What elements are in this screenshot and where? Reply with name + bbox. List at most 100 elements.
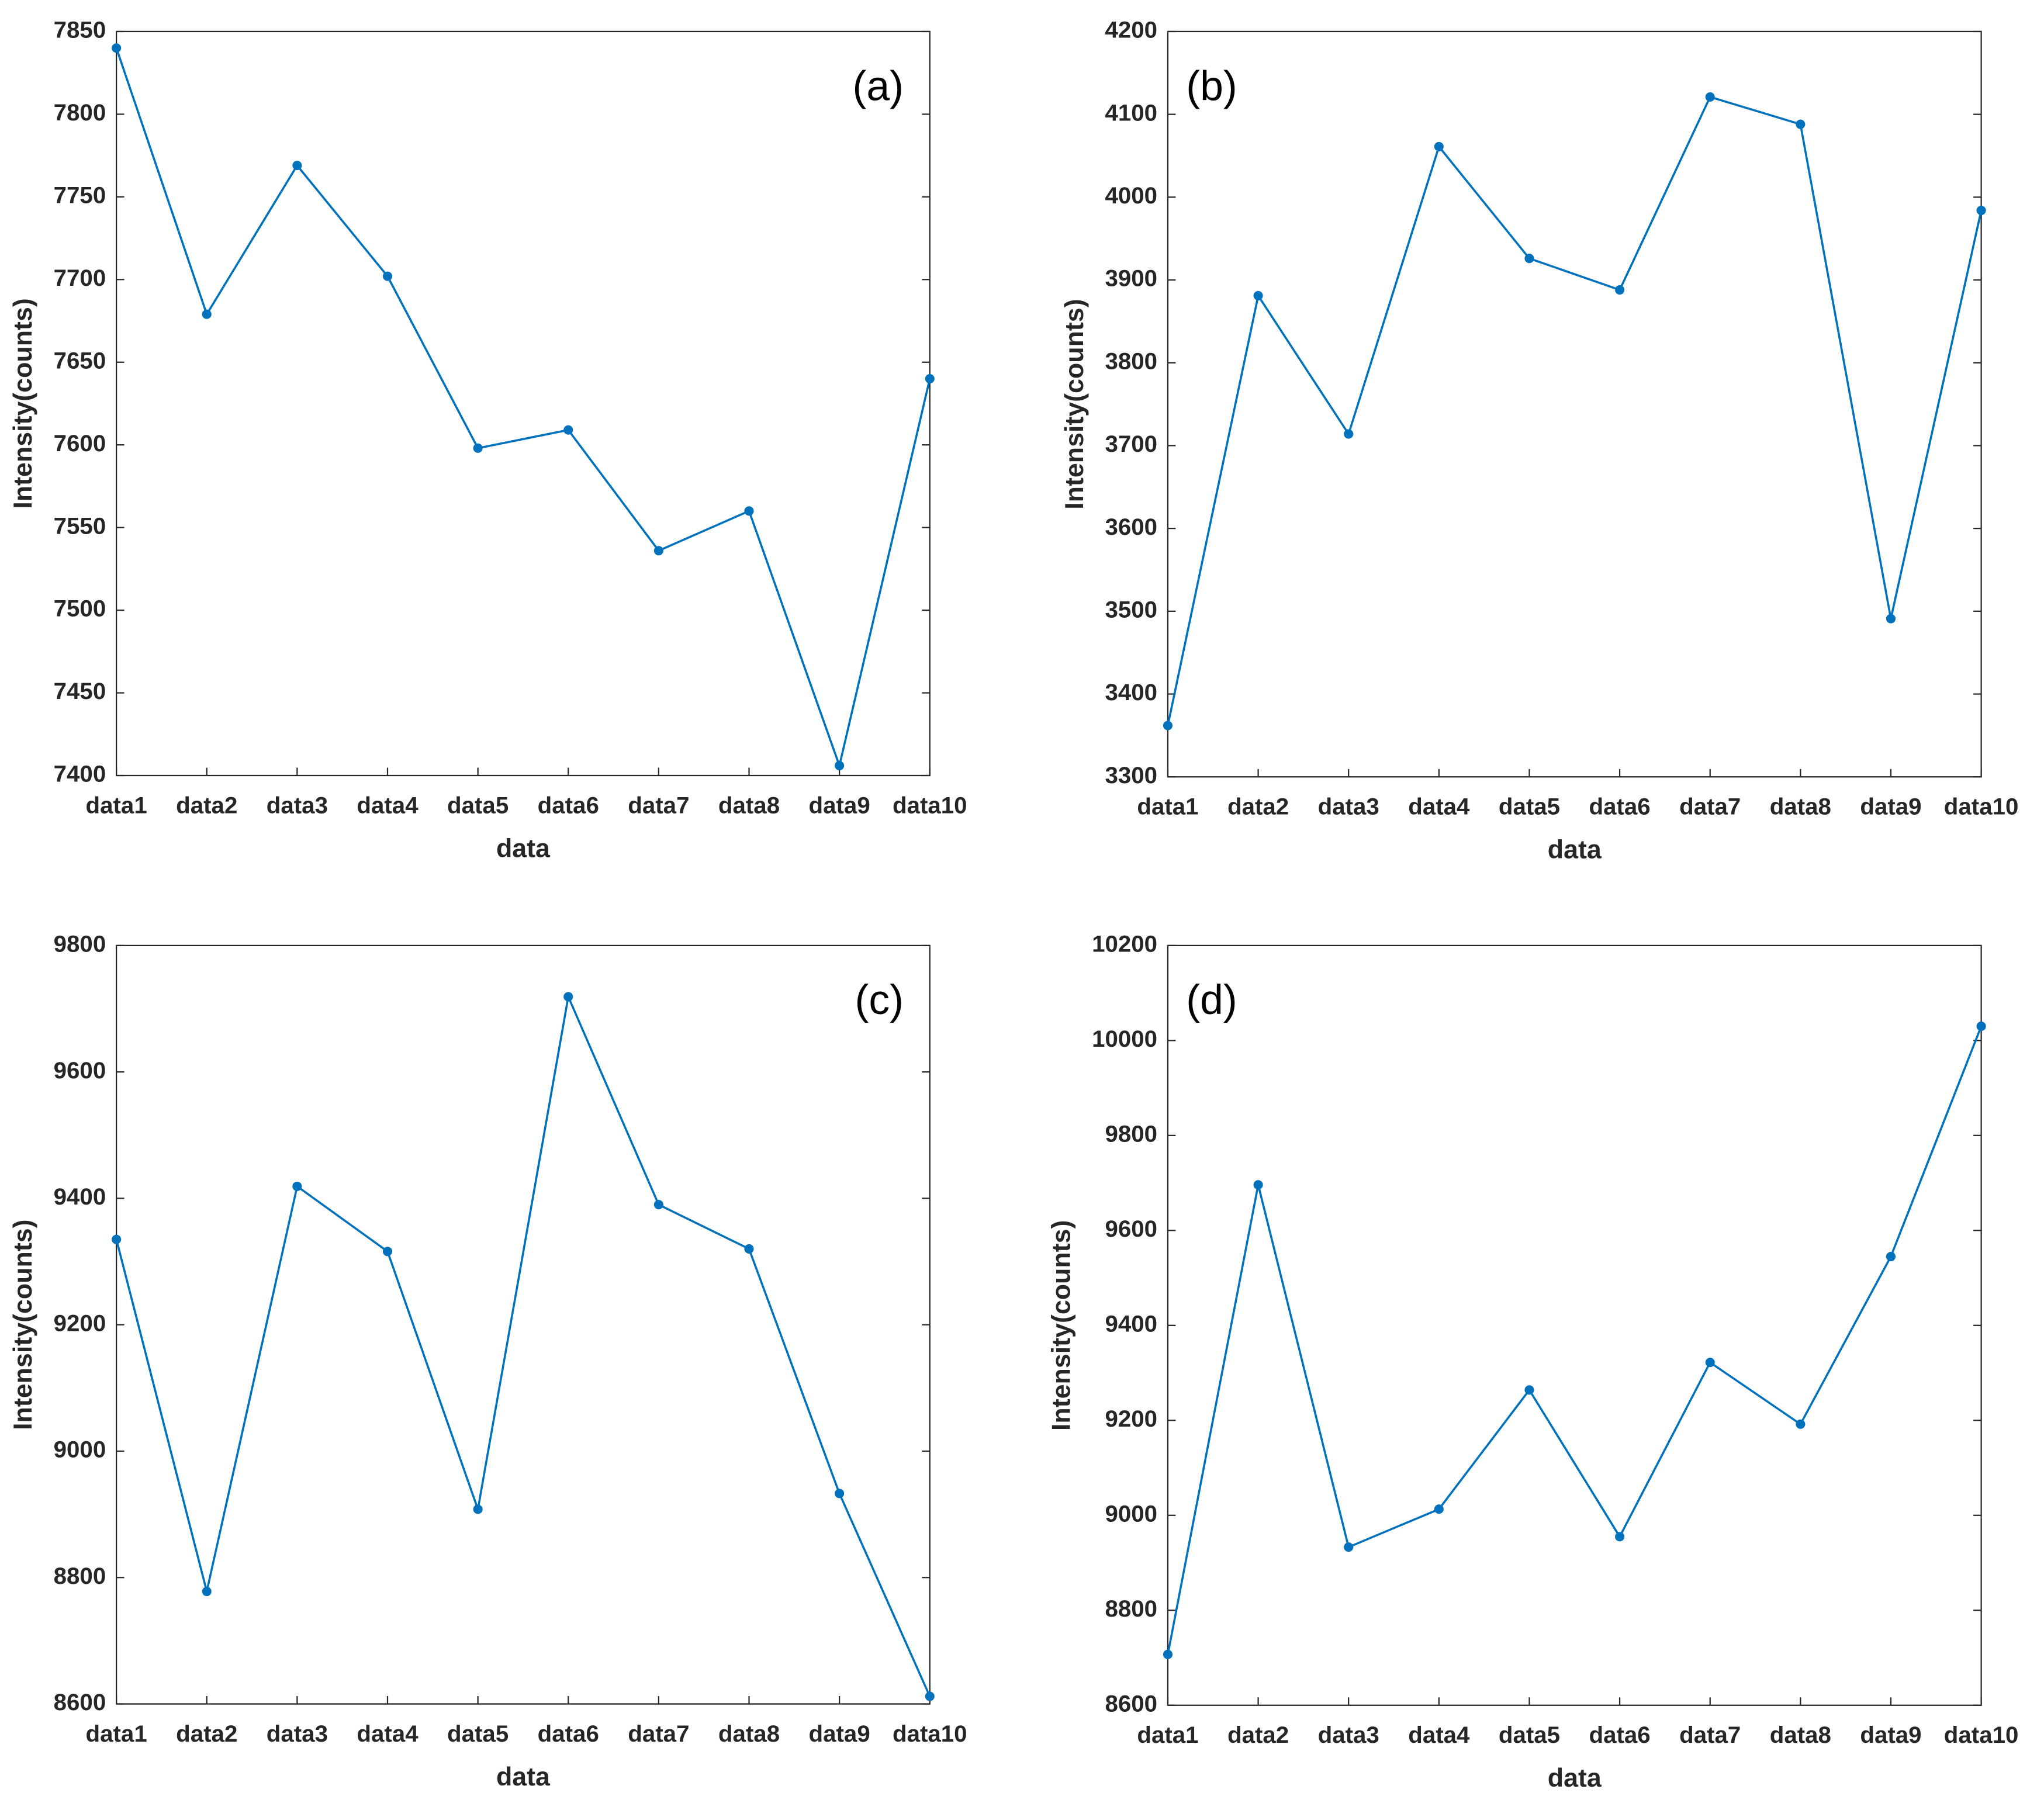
data-point — [925, 1691, 935, 1701]
y-tick-label: 9000 — [54, 1437, 106, 1463]
y-tick-label: 7500 — [54, 596, 106, 622]
y-tick-label: 7600 — [54, 430, 106, 456]
panel: 8600 8800 9000 9200 9400 9600 9800 data1 data2 da… — [8, 930, 967, 1791]
x-axis-label: data — [1548, 1763, 1602, 1792]
data-point — [112, 43, 122, 53]
plot-area — [1167, 30, 1982, 778]
x-tick-label: data10 — [1944, 1722, 2019, 1748]
y-axis-label: Intensity(counts) — [8, 1220, 37, 1430]
x-tick-label: data9 — [809, 1721, 870, 1747]
data-point — [744, 506, 754, 516]
data-point — [473, 1504, 483, 1514]
y-tick-label: 9400 — [1105, 1310, 1157, 1337]
data-point — [1524, 1385, 1534, 1395]
data-point — [1615, 285, 1625, 295]
data-point — [563, 425, 573, 435]
x-tick-label: data9 — [809, 792, 870, 818]
data-point — [1344, 429, 1354, 439]
panel-annotation: (c) — [855, 977, 904, 1023]
data-point — [1163, 1649, 1173, 1659]
y-tick-label: 3300 — [1105, 762, 1157, 788]
plot-area — [116, 944, 931, 1705]
x-tick-label: data3 — [267, 792, 328, 818]
y-tick-label: 3400 — [1105, 679, 1157, 705]
x-tick-label: data4 — [1408, 794, 1470, 820]
data-point — [1976, 205, 1986, 216]
data-point — [202, 1586, 212, 1597]
x-tick-label: data2 — [1227, 1722, 1289, 1748]
y-tick-label: 7750 — [54, 182, 106, 208]
data-point — [925, 373, 935, 384]
y-tick-label: 3900 — [1105, 265, 1157, 292]
data-point — [653, 1200, 663, 1210]
y-tick-label: 7550 — [54, 513, 106, 539]
x-tick-label: data4 — [357, 1721, 419, 1747]
data-point — [382, 271, 393, 281]
x-tick-label: data5 — [447, 792, 509, 818]
data-line — [1167, 1026, 1983, 1655]
y-tick-label: 8600 — [1105, 1690, 1157, 1716]
data-point — [292, 161, 302, 171]
x-tick-label: data8 — [718, 1721, 780, 1747]
y-tick-label: 7850 — [54, 17, 106, 43]
y-tick-label: 9200 — [1105, 1406, 1157, 1432]
y-tick-label: 8800 — [1105, 1596, 1157, 1622]
plot-area — [116, 30, 931, 777]
data-point — [1524, 254, 1534, 264]
y-axis-label: Intensity(counts) — [8, 298, 37, 508]
y-tick-label: 7700 — [54, 265, 106, 291]
data-point — [1705, 92, 1715, 102]
data-point — [835, 760, 845, 771]
y-tick-label: 8600 — [54, 1689, 106, 1715]
y-tick-label: 4000 — [1105, 182, 1157, 209]
x-tick-label: data1 — [1137, 1722, 1198, 1748]
y-tick-label: 9200 — [54, 1310, 106, 1336]
y-tick-label: 3700 — [1105, 431, 1157, 457]
x-tick-label: data3 — [267, 1721, 328, 1747]
y-tick-label: 4200 — [1105, 17, 1157, 43]
data-point — [1886, 614, 1896, 624]
data-point — [202, 309, 212, 319]
x-tick-label: data9 — [1860, 794, 1921, 820]
x-tick-label: data6 — [1589, 1722, 1651, 1748]
x-tick-label: data8 — [1770, 794, 1831, 820]
y-tick-label: 7400 — [54, 761, 106, 787]
x-tick-label: data6 — [538, 792, 599, 818]
y-axis-label: Intensity(counts) — [1060, 299, 1089, 509]
x-tick-label: data5 — [447, 1721, 509, 1747]
data-point — [1434, 1504, 1444, 1514]
data-point — [112, 1234, 122, 1244]
panel-annotation: (b) — [1186, 63, 1237, 109]
y-tick-label: 3600 — [1105, 514, 1157, 540]
data-point — [1163, 721, 1173, 731]
data-point — [1796, 119, 1806, 129]
data-point — [292, 1181, 302, 1191]
data-point — [563, 992, 573, 1002]
x-tick-label: data6 — [1589, 794, 1651, 820]
x-tick-label: data8 — [1770, 1722, 1831, 1748]
x-tick-label: data6 — [538, 1721, 599, 1747]
y-axis-label: Intensity(counts) — [1047, 1220, 1076, 1431]
y-tick-label: 9600 — [54, 1057, 106, 1084]
data-line — [115, 47, 931, 770]
x-tick-label: data10 — [893, 792, 967, 818]
x-tick-label: data3 — [1318, 794, 1379, 820]
data-point — [1705, 1358, 1715, 1368]
panel: 7400 7450 7500 7550 7600 7650 7700 7750 7800 7850… — [8, 17, 967, 863]
data-point — [1796, 1419, 1806, 1429]
data-point — [1976, 1021, 1986, 1032]
x-tick-label: data4 — [357, 792, 419, 818]
x-axis-label: data — [496, 833, 551, 863]
y-tick-label: 3500 — [1105, 596, 1157, 622]
data-line — [115, 993, 931, 1697]
x-tick-label: data5 — [1499, 794, 1560, 820]
x-tick-label: data5 — [1499, 1722, 1560, 1748]
x-tick-label: data1 — [86, 1721, 147, 1747]
x-tick-label: data2 — [176, 1721, 237, 1747]
x-tick-label: data3 — [1318, 1722, 1379, 1748]
y-tick-label: 9000 — [1105, 1500, 1157, 1527]
y-tick-label: 7800 — [54, 99, 106, 126]
y-tick-label: 9800 — [54, 930, 106, 957]
